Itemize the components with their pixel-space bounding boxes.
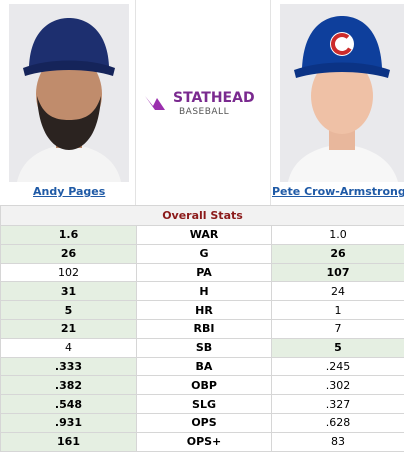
stat-value: 83 [271, 431, 404, 452]
stat-value: 31 [0, 281, 137, 302]
stat-row: 4 SB 5 [0, 337, 404, 358]
table-title: Overall Stats [0, 205, 404, 226]
stats-table: Overall Stats 1.6 WAR 1.0 26 G 26 102 PA 107 31 H 2… [0, 205, 404, 452]
logo-main: STATHEAD [173, 90, 255, 106]
player-photo [280, 4, 404, 182]
stat-name: G [136, 243, 272, 264]
stat-value: 5 [271, 337, 404, 358]
player-link[interactable]: Andy Pages [33, 185, 106, 198]
stat-value: 21 [0, 318, 137, 339]
stat-value: 7 [271, 318, 404, 339]
divider [135, 0, 136, 205]
stat-value: 1.0 [271, 225, 404, 245]
stat-name: SLG [136, 394, 272, 414]
stat-value: 26 [271, 243, 404, 264]
player-link[interactable]: Pete Crow-Armstrong [272, 185, 404, 198]
stat-name: OBP [136, 375, 272, 396]
stat-name: OPS [136, 412, 272, 433]
stat-value: .245 [271, 356, 404, 377]
stat-name: BA [136, 356, 272, 377]
stat-name: OPS+ [136, 431, 272, 452]
table-header-row: Overall Stats [0, 205, 404, 226]
stat-row: .931 OPS .628 [0, 412, 404, 433]
stat-name: WAR [136, 225, 272, 245]
stat-name: HR [136, 300, 272, 320]
stat-value: 1.6 [0, 225, 137, 245]
stat-row: .333 BA .245 [0, 356, 404, 377]
stat-row: .382 OBP .302 [0, 375, 404, 396]
stat-value: .628 [271, 412, 404, 433]
stat-row: 1.6 WAR 1.0 [0, 225, 404, 245]
stat-name: SB [136, 337, 272, 358]
logo-sub: BASEBALL [179, 107, 229, 117]
stat-row: .548 SLG .327 [0, 394, 404, 414]
stat-value: 161 [0, 431, 137, 452]
stat-value: 4 [0, 337, 137, 358]
stat-value: .548 [0, 394, 137, 414]
stat-name: PA [136, 262, 272, 283]
stat-name: RBI [136, 318, 272, 339]
stat-row: 26 G 26 [0, 243, 404, 264]
stat-row: 102 PA 107 [0, 262, 404, 283]
stat-value: .931 [0, 412, 137, 433]
stat-name: H [136, 281, 272, 302]
divider [270, 0, 271, 205]
stat-value: 24 [271, 281, 404, 302]
stat-row: 31 H 24 [0, 281, 404, 302]
stat-row: 5 HR 1 [0, 300, 404, 320]
stat-value: .382 [0, 375, 137, 396]
stat-row: 21 RBI 7 [0, 318, 404, 339]
stat-value: .327 [271, 394, 404, 414]
stat-value: 1 [271, 300, 404, 320]
stat-value: 5 [0, 300, 137, 320]
stat-value: .302 [271, 375, 404, 396]
stat-value: 107 [271, 262, 404, 283]
stathead-logo: STATHEAD BASEBALL [145, 90, 255, 117]
stat-value: .333 [0, 356, 137, 377]
stat-value: 102 [0, 262, 137, 283]
player-photo [9, 4, 129, 182]
stat-value: 26 [0, 243, 137, 264]
stat-row: 161 OPS+ 83 [0, 431, 404, 452]
